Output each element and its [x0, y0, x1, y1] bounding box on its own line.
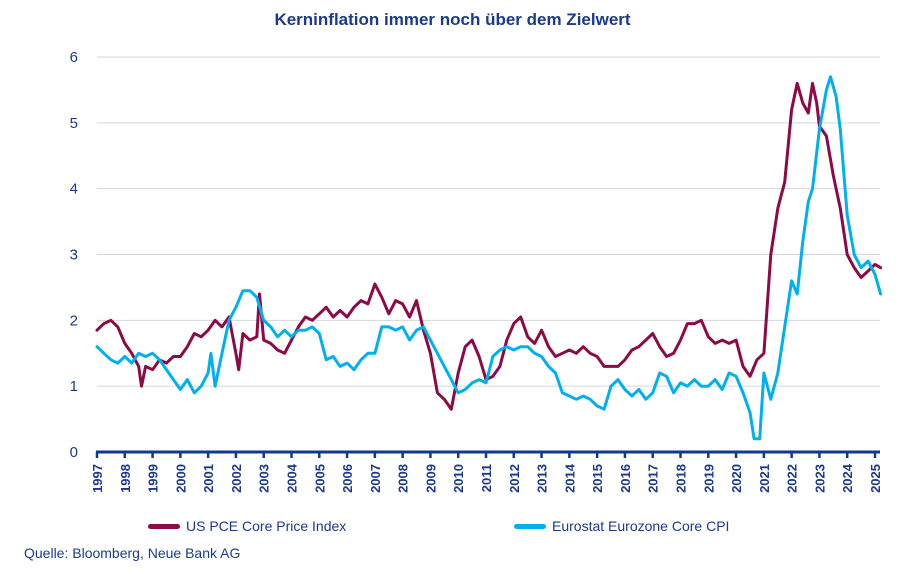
x-tick-label: 1997 — [90, 464, 105, 493]
legend-item-us-pce[interactable]: US PCE Core Price Index — [148, 516, 346, 536]
x-tick-label: 2006 — [340, 464, 355, 493]
x-tick-label: 2023 — [812, 464, 827, 493]
x-tick-label: 2000 — [173, 464, 188, 493]
x-tick-label: 2012 — [507, 464, 522, 493]
x-tick-label: 2005 — [312, 464, 327, 493]
x-tick-label: 2011 — [479, 464, 494, 492]
gridlines — [97, 56, 880, 387]
y-tick-label: 5 — [70, 115, 78, 132]
x-tick-label: 2016 — [618, 464, 633, 493]
legend-item-eurozone-cpi[interactable]: Eurostat Eurozone Core CPI — [514, 516, 729, 536]
y-tick-label: 0 — [70, 444, 78, 461]
y-tick-label: 6 — [70, 49, 78, 66]
x-tick-label: 2022 — [785, 464, 800, 493]
source-note: Quelle: Bloomberg, Neue Bank AG — [24, 545, 241, 561]
x-tick-label: 2019 — [701, 464, 716, 493]
x-tick-label: 2025 — [868, 464, 883, 493]
y-tick-label: 1 — [70, 378, 78, 395]
x-tick-label: 2007 — [368, 464, 383, 493]
x-tick-label: 2002 — [229, 464, 244, 493]
x-tick-label: 2021 — [757, 464, 772, 493]
legend-label-eurozone-cpi: Eurostat Eurozone Core CPI — [552, 518, 730, 534]
x-tick-label: 2018 — [674, 464, 689, 493]
legend-label-us-pce: US PCE Core Price Index — [186, 518, 347, 534]
x-tick-label: 2013 — [535, 464, 550, 493]
y-tick-label: 2 — [70, 312, 78, 329]
x-axis: 1997 1998 1999 2000 2001 2002 2003 2004 2005 2006… — [90, 450, 883, 493]
x-tick-label: 2020 — [729, 464, 744, 493]
x-tick-label: 2010 — [451, 464, 466, 493]
legend-swatch-us-pce — [148, 523, 180, 529]
series-line-us-pce — [95, 81, 883, 411]
y-axis-ticks: 0 1 2 3 4 5 6 — [70, 49, 78, 461]
x-tick-label: 2004 — [285, 463, 300, 493]
x-tick-label: 2015 — [590, 464, 605, 493]
x-tick-label: 2014 — [562, 463, 577, 493]
x-tick-label: 2024 — [840, 463, 855, 493]
y-tick-label: 4 — [70, 181, 78, 198]
x-tick-label: 1998 — [118, 464, 133, 493]
series-line-eurozone-cpi — [95, 75, 883, 441]
chart-title: Kerninflation immer noch über dem Zielwe… — [274, 10, 631, 29]
series-lines — [95, 75, 883, 441]
x-tick-label: 1999 — [146, 464, 161, 493]
x-tick-label: 2017 — [646, 464, 661, 493]
x-tick-label: 2008 — [396, 464, 411, 493]
x-tick-label: 2003 — [257, 464, 272, 493]
x-tick-label: 2001 — [201, 464, 216, 493]
legend-swatch-eurozone-cpi — [514, 523, 546, 529]
x-tick-label: 2009 — [423, 464, 438, 493]
y-tick-label: 3 — [70, 247, 78, 264]
